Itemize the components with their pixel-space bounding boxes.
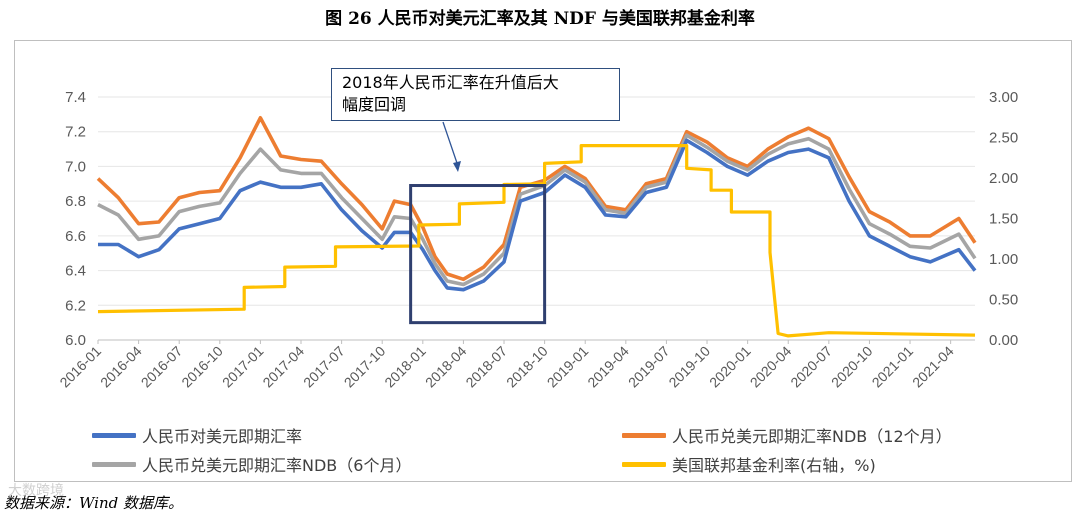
legend-swatch-spot [92,432,136,438]
right-axis-ticks: 0.00 0.50 1.00 1.50 2.00 2.50 3.00 [989,89,1018,349]
legend-swatch-ndf6 [92,461,136,467]
x-tick-label: 2019-01 [544,343,592,391]
watermark: 大数跨境 [8,483,64,499]
annotation-arrowhead [453,161,461,172]
x-tick-label: 2018-10 [503,343,551,391]
x-tick-label: 2017-04 [259,343,307,391]
x-tick-label: 2016-07 [138,343,186,391]
series-line-ndf6 [97,133,977,287]
x-tick-label: 2016-04 [97,343,145,391]
legend-spot: 人民币对美元即期汇率 [92,423,302,447]
source-note: 数据来源：Wind 数据库。 [4,494,183,512]
x-tick-label: 2017-10 [341,343,389,391]
series-line-ndf12 [96,116,977,282]
legend-swatch-ndf12 [622,432,666,438]
right-tick-label: 0.50 [989,292,1018,309]
x-tick-label: 2019-07 [625,343,673,391]
right-tick-label: 1.00 [989,251,1018,268]
x-axis-ticks: 2016-012016-042016-072016-102017-012017-… [56,340,957,391]
legend-label-fed: 美国联邦基金利率(右轴，%) [672,456,876,475]
x-tick-label: 2021-04 [909,343,957,391]
x-tick-label: 2020-10 [828,343,876,391]
left-tick-label: 6.8 [65,193,86,210]
left-tick-label: 7.2 [65,124,86,141]
legend-swatch-fed [622,461,666,467]
figure-title: 图 26 人民币对美元汇率及其 NDF 与美国联邦基金利率 [325,9,755,29]
legend-fed: 美国联邦基金利率(右轴，%) [622,452,876,476]
right-tick-label: 0.00 [989,332,1018,349]
legend-label-spot: 人民币对美元即期汇率 [142,427,303,446]
chart-frame [14,40,1072,482]
x-tick-label: 2017-07 [300,343,348,391]
x-tick-label: 2018-01 [381,343,429,391]
left-tick-label: 7.0 [65,158,86,175]
annotation-line-2: 幅度回调 [342,95,407,114]
x-tick-label: 2019-04 [584,343,632,391]
x-tick-label: 2021-01 [869,343,917,391]
x-tick-label: 2017-01 [219,343,267,391]
x-tick-label: 2019-10 [665,343,713,391]
legend-label-ndf6: 人民币兑美元即期汇率NDB（6个月） [142,456,412,475]
x-tick-label: 2016-01 [56,343,104,391]
right-tick-label: 3.00 [989,89,1018,106]
gridlines [98,96,975,341]
legend-label-ndf12: 人民币兑美元即期汇率NDB（12个月） [672,427,952,446]
annotation-line-1: 2018年人民币汇率在升值后大 [342,73,559,92]
series-line-fed [97,144,976,338]
annotation-box: 2018年人民币汇率在升值后大 幅度回调 [331,68,620,121]
x-tick-label: 2020-01 [706,343,754,391]
annotation-arrow [442,121,459,167]
right-tick-label: 1.50 [989,211,1018,228]
x-tick-label: 2016-10 [178,343,226,391]
left-tick-label: 6.4 [65,263,86,280]
left-tick-label: 6.6 [65,228,86,245]
left-axis-ticks: 6.0 6.2 6.4 6.6 6.8 7.0 7.2 7.4 [65,89,86,349]
legend-ndf12: 人民币兑美元即期汇率NDB（12个月） [622,423,952,447]
x-tick-label: 2018-07 [462,343,510,391]
left-tick-label: 6.2 [65,297,86,314]
left-tick-label: 7.4 [65,89,86,106]
x-tick-label: 2018-04 [422,343,470,391]
series-layer [96,116,977,338]
x-tick-label: 2020-04 [747,343,795,391]
right-tick-label: 2.00 [989,170,1018,187]
x-tick-label: 2020-07 [787,343,835,391]
highlight-box [409,184,547,325]
left-tick-label: 6.0 [65,332,86,349]
series-line-spot [98,138,977,292]
legend-ndf6: 人民币兑美元即期汇率NDB（6个月） [92,452,411,476]
right-tick-label: 2.50 [989,130,1018,147]
